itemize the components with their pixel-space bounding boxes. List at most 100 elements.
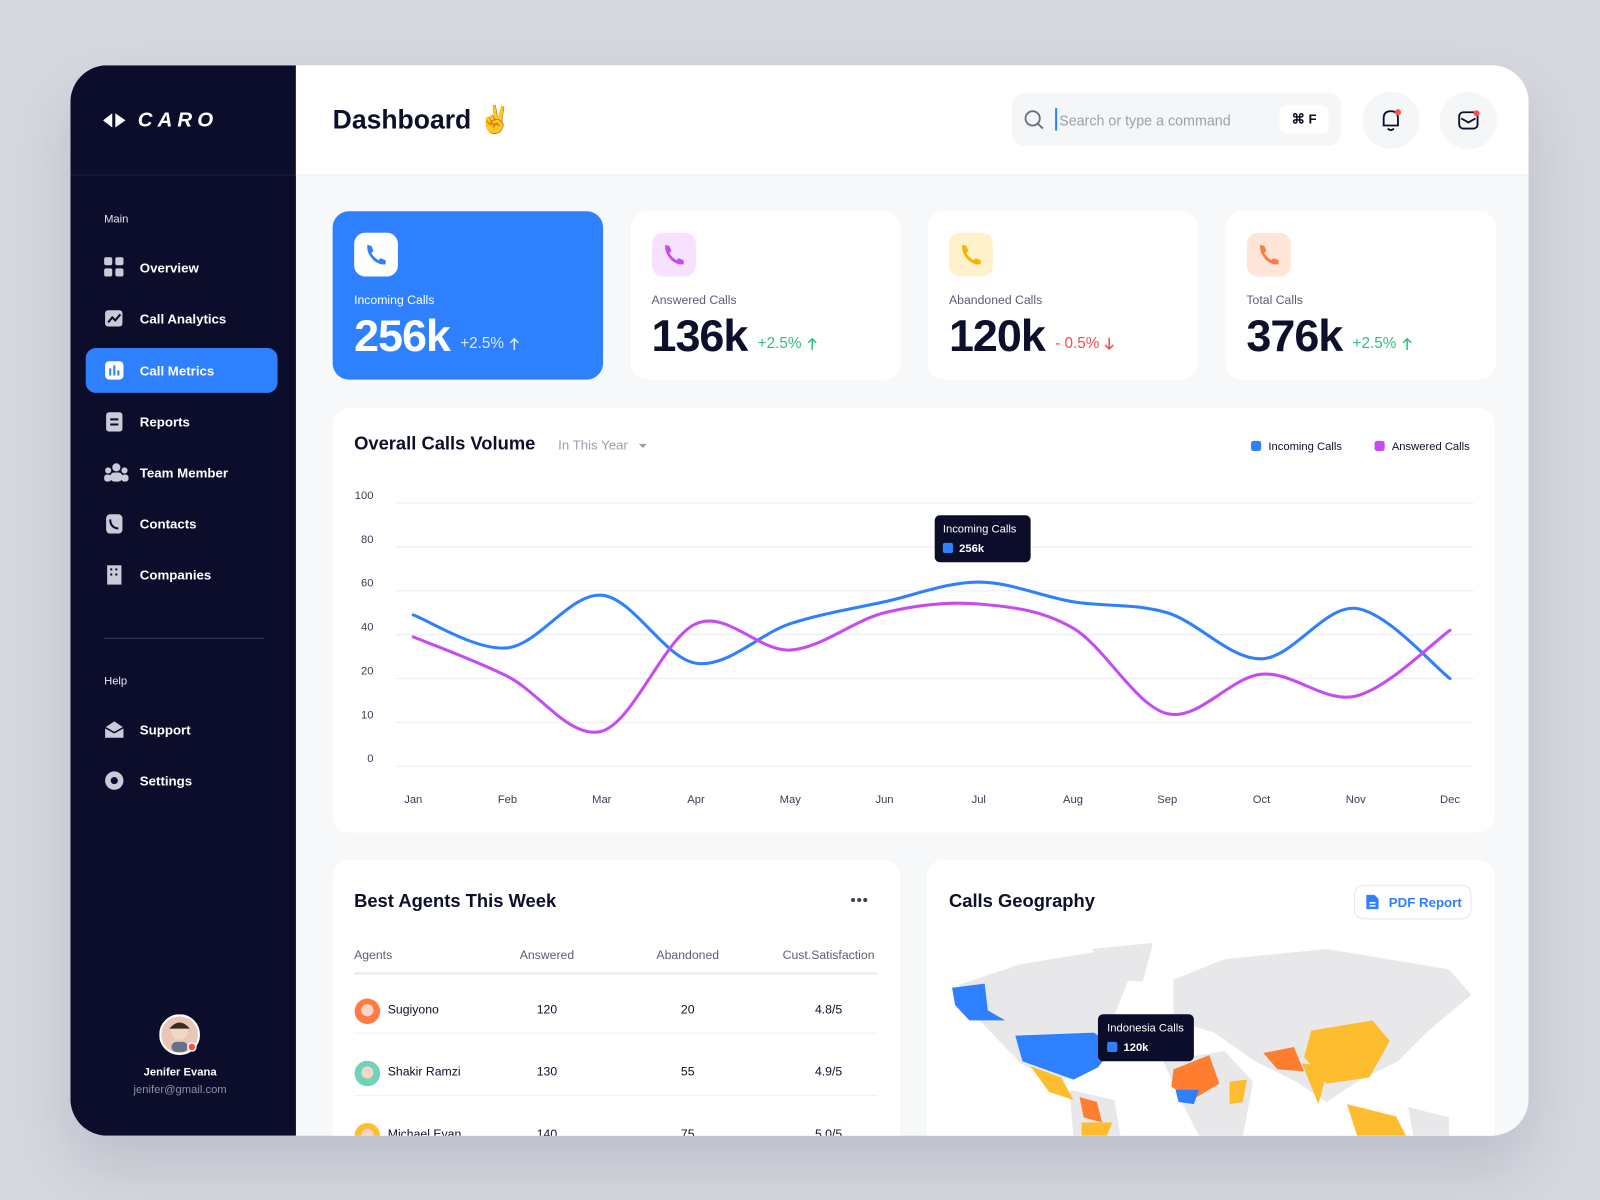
chart-title: Overall Calls Volume xyxy=(354,433,535,454)
calls-chart: Overall Calls Volume In This Year 0 10 20 4… xyxy=(354,433,1474,806)
map-tooltip xyxy=(1097,1014,1194,1062)
page-title: Dashboard ✌ xyxy=(332,104,512,135)
header: Dashboard ✌ Search or type a command ⌘ F xyxy=(295,65,1529,176)
avatar-face xyxy=(361,1004,374,1017)
nav-icon xyxy=(104,463,129,482)
x-tick-label: Feb xyxy=(498,794,517,806)
x-tick-label: Oct xyxy=(1253,794,1271,806)
nav-item[interactable]: Settings xyxy=(139,773,193,789)
table-cell: 75 xyxy=(680,1126,695,1136)
user-avatar xyxy=(159,1014,200,1056)
region xyxy=(1229,1079,1247,1105)
region xyxy=(1263,1046,1305,1072)
icon-bg xyxy=(948,232,993,277)
stat-label: Answered Calls xyxy=(651,292,737,308)
trend-arrow xyxy=(807,337,817,350)
line-series xyxy=(411,601,1452,734)
region xyxy=(952,983,1006,1021)
stat-change: +2.5% xyxy=(460,334,505,353)
column-header: Abandoned xyxy=(656,947,720,963)
agent-avatar xyxy=(354,1060,381,1087)
caret xyxy=(1055,108,1058,131)
agent-avatar xyxy=(354,1122,381,1136)
stat-card: Incoming Calls 256k +2.5% xyxy=(332,211,604,380)
card-title: Best Agents This Week xyxy=(354,890,557,912)
region xyxy=(1081,1122,1113,1136)
divider xyxy=(104,637,265,639)
nav-icon xyxy=(105,361,124,380)
legend-label: Answered Calls xyxy=(1392,441,1470,453)
row-rule xyxy=(354,1094,878,1096)
nav-icon xyxy=(105,771,124,790)
user-name: Jenifer Evana xyxy=(143,1066,217,1079)
logo-icon xyxy=(103,113,126,128)
line-series xyxy=(411,580,1452,681)
nav-item[interactable]: Call Metrics xyxy=(139,363,215,379)
agents-card: Best Agents This Week Agents Answered Aban… xyxy=(332,860,900,1136)
notification-button[interactable] xyxy=(1361,91,1420,150)
x-tick-label: Aug xyxy=(1063,794,1083,806)
x-tick-label: Sep xyxy=(1157,794,1177,806)
card-title: Calls Geography xyxy=(948,890,1095,912)
tooltip-dot xyxy=(942,542,954,554)
x-tick-label: May xyxy=(780,794,802,806)
map-tooltip-dot xyxy=(1107,1041,1118,1053)
nav-icon xyxy=(104,721,124,738)
region xyxy=(1346,1104,1407,1136)
arrow xyxy=(1402,337,1412,350)
avatar-face xyxy=(361,1128,374,1136)
stat-label: Total Calls xyxy=(1246,292,1303,308)
table-cell: 4.9/5 xyxy=(814,1064,843,1079)
table-cell: 20 xyxy=(680,1002,695,1017)
arrow xyxy=(1104,337,1114,351)
stat-label: Incoming Calls xyxy=(354,292,435,308)
search-box[interactable]: Search or type a command ⌘ F xyxy=(1012,92,1341,146)
table-cell: 4.8/5 xyxy=(814,1002,843,1017)
pdf-button[interactable]: PDF Report xyxy=(1354,884,1472,920)
icon-bg xyxy=(354,232,398,277)
nav-item[interactable]: Reports xyxy=(139,414,190,430)
stat-change: +2.5% xyxy=(757,334,802,353)
stat-change: - 0.5% xyxy=(1055,334,1100,353)
table-cell: 120 xyxy=(536,1002,558,1017)
agent-name: Sugiyono xyxy=(387,1002,439,1017)
table-cell: 130 xyxy=(536,1064,558,1079)
nav-item[interactable]: Contacts xyxy=(139,516,197,532)
more-button[interactable] xyxy=(849,895,869,905)
stat-value: 120k xyxy=(948,311,1046,362)
trend-arrow xyxy=(509,337,519,350)
section-label: Help xyxy=(104,675,128,688)
stat-card: Abandoned Calls 120k - 0.5% xyxy=(927,211,1198,380)
stat-card: Total Calls 376k +2.5% xyxy=(1224,211,1496,380)
y-tick-label: 20 xyxy=(361,665,373,677)
x-tick-label: Jan xyxy=(404,794,422,806)
stat-change: +2.5% xyxy=(1352,334,1397,353)
chart-tooltip xyxy=(934,515,1031,563)
land xyxy=(1173,948,1472,1103)
region xyxy=(1171,1055,1220,1100)
arrow xyxy=(807,337,817,350)
icon-glyph xyxy=(1259,244,1279,265)
trend-arrow xyxy=(1104,337,1114,351)
nav-icon xyxy=(105,310,123,327)
table-cell: 5.0/5 xyxy=(814,1126,843,1136)
stat-value: 376k xyxy=(1246,311,1343,362)
chart-filter[interactable]: In This Year xyxy=(558,437,628,452)
stat-icon xyxy=(354,232,398,277)
icon-bg xyxy=(1246,232,1291,277)
region xyxy=(1030,1066,1074,1100)
nav-item[interactable]: Support xyxy=(139,722,191,738)
nav-item[interactable]: Overview xyxy=(139,260,199,276)
divider xyxy=(70,174,296,176)
search-placeholder: Search or type a command xyxy=(1059,112,1231,129)
x-tick-label: Nov xyxy=(1346,794,1366,806)
stat-icon xyxy=(1246,232,1291,277)
nav-item[interactable]: Team Member xyxy=(139,465,229,481)
nav-item[interactable]: Companies xyxy=(139,567,212,583)
arrow xyxy=(509,337,519,350)
icon-glyph xyxy=(962,244,981,265)
mail-button[interactable] xyxy=(1439,91,1498,150)
nav-item[interactable]: Call Analytics xyxy=(139,311,227,327)
x-tick-label: Dec xyxy=(1440,794,1460,806)
section-label: Main xyxy=(104,213,129,226)
